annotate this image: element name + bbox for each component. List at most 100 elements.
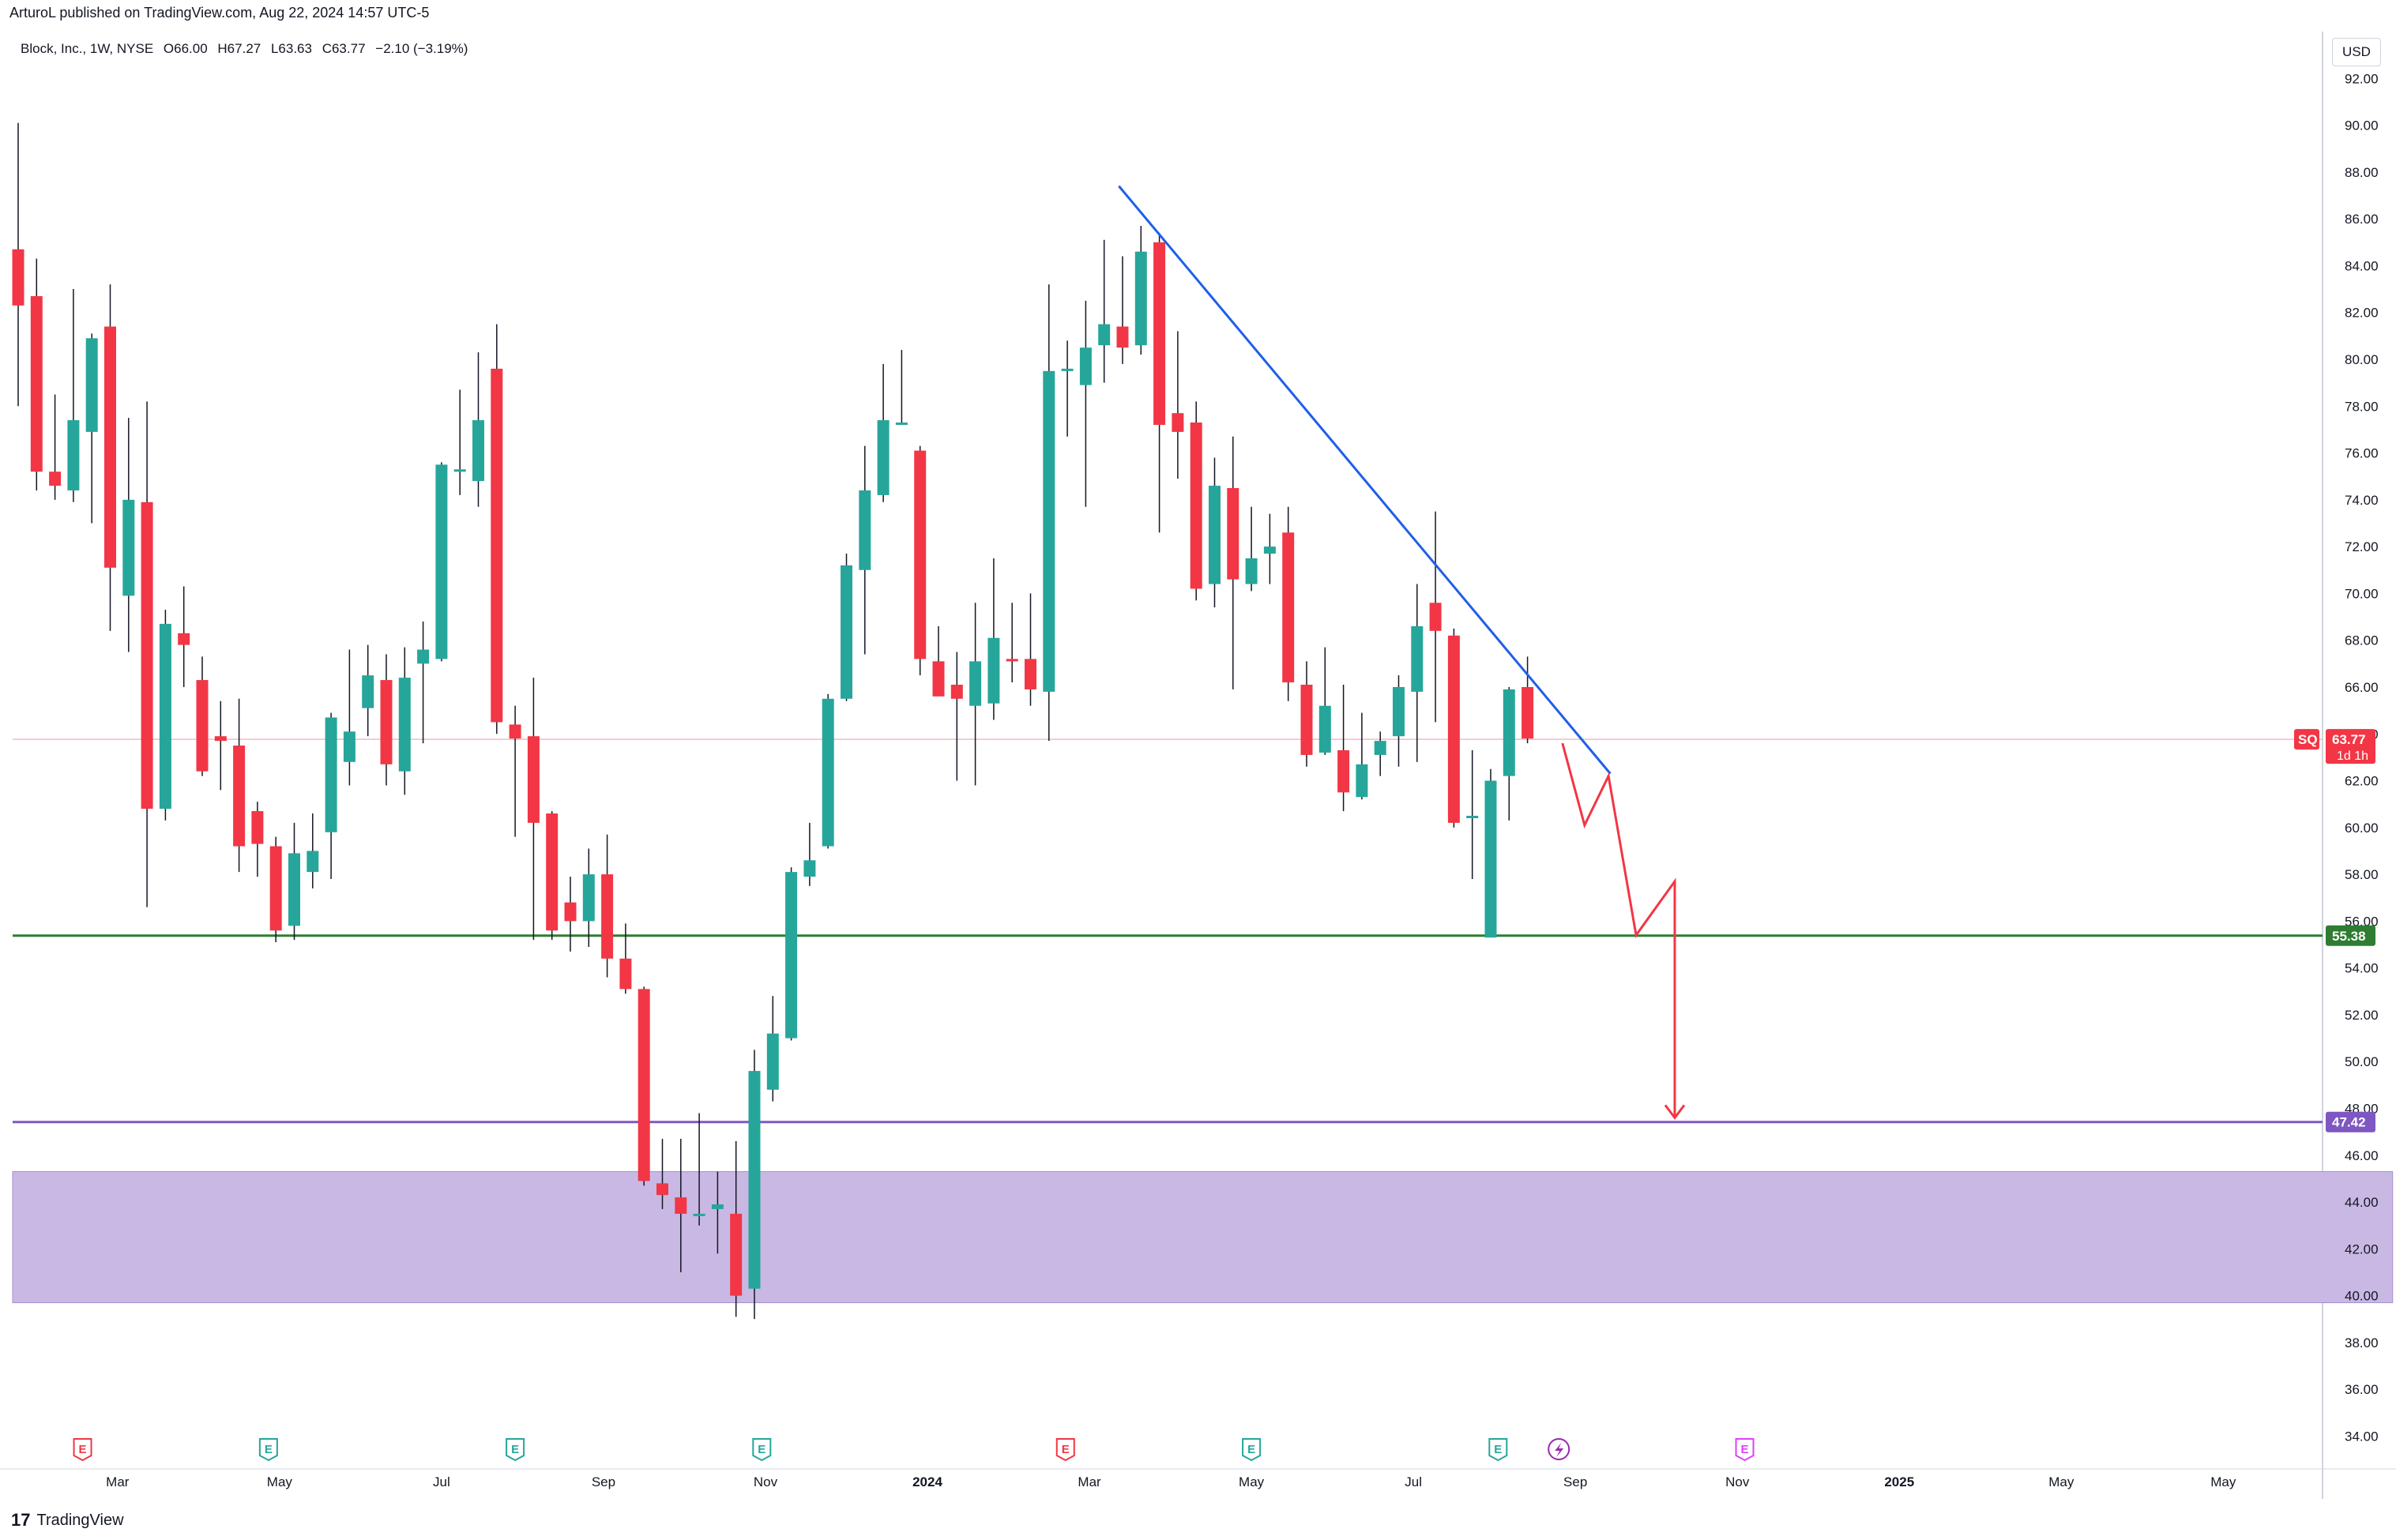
earnings-event-icon[interactable]: E [752,1438,772,1462]
candle[interactable] [233,698,246,873]
candle[interactable] [638,986,650,1186]
candle[interactable] [1484,768,1497,938]
candle[interactable] [178,586,190,687]
candle[interactable] [877,363,890,502]
candle[interactable] [307,813,319,888]
candle[interactable] [362,644,374,737]
last-price-tag[interactable]: SQ 63.77 1d 1h [2294,729,2375,764]
candle[interactable] [288,822,300,941]
candle[interactable] [1134,226,1147,355]
candle[interactable] [1521,656,1534,744]
earnings-event-icon[interactable]: E [258,1438,278,1462]
candle[interactable] [104,284,116,631]
projection-path[interactable] [1561,742,1676,1118]
dividend-icon[interactable] [1548,1438,1570,1460]
candle[interactable] [803,822,816,886]
candle[interactable] [932,625,945,697]
candle[interactable] [914,445,927,676]
candle[interactable] [12,122,24,407]
candle[interactable] [251,802,264,877]
earnings-event-icon[interactable]: E [1735,1438,1755,1462]
candle[interactable] [950,652,963,781]
earnings-event-icon[interactable]: E [1242,1438,1262,1462]
candle[interactable] [1300,661,1313,767]
candle[interactable] [1356,712,1368,800]
candle[interactable] [1098,239,1111,383]
candle[interactable] [1116,256,1129,364]
candle[interactable] [1061,340,1074,437]
candle[interactable] [582,848,595,947]
candle[interactable] [1025,593,1036,706]
candle[interactable] [1043,284,1055,742]
candle[interactable] [472,352,484,507]
candle[interactable] [380,654,393,786]
candle[interactable] [1429,511,1442,723]
earnings-event-icon[interactable]: E [1488,1438,1508,1462]
candle[interactable] [730,1141,743,1317]
earnings-event-icon[interactable]: E [506,1438,525,1462]
candle[interactable] [67,289,80,502]
currency-button[interactable]: USD [2332,38,2381,66]
trendline[interactable] [1118,185,1612,775]
candle[interactable] [527,678,540,941]
candle[interactable] [141,401,153,907]
earnings-event-icon[interactable]: E [1055,1438,1075,1462]
target-price-tag[interactable]: 47.42 [2326,1111,2375,1132]
candle[interactable] [859,445,871,655]
candle[interactable] [85,333,98,524]
candle[interactable] [1227,436,1239,689]
candle[interactable] [693,1113,705,1226]
support-price-tag[interactable]: 55.38 [2326,925,2375,946]
candle[interactable] [656,1139,668,1209]
candle[interactable] [1393,675,1405,767]
candle[interactable] [895,350,908,426]
candle[interactable] [1447,628,1460,828]
candle[interactable] [49,394,62,500]
candle[interactable] [601,834,614,978]
legend-symbol[interactable]: Block, Inc., 1W, NYSE [21,41,154,56]
candle[interactable] [343,649,355,786]
candle[interactable] [1190,401,1202,601]
candle[interactable] [196,656,209,776]
candle[interactable] [1153,232,1166,533]
candle[interactable] [159,610,171,821]
candle[interactable] [987,558,1000,720]
candle[interactable] [269,836,282,943]
candle[interactable] [619,923,632,994]
candle[interactable] [417,621,430,744]
earnings-event-icon[interactable]: E [73,1438,92,1462]
candle[interactable] [711,1171,724,1254]
candle[interactable] [1318,647,1331,755]
candle[interactable] [214,701,227,791]
candle[interactable] [841,554,852,701]
candle[interactable] [491,324,503,734]
candle[interactable] [1282,506,1295,701]
candle[interactable] [1374,731,1386,776]
candle[interactable] [30,258,43,490]
target-zone-rect[interactable] [12,1171,2394,1304]
candle[interactable] [325,712,337,880]
candle[interactable] [398,647,411,795]
tradingview-brand[interactable]: 17 TradingView [11,1510,124,1531]
candle[interactable] [546,811,559,941]
candle[interactable] [1172,331,1184,479]
candle[interactable] [1466,750,1479,880]
candle[interactable] [785,867,798,1041]
candle[interactable] [1079,300,1092,507]
candle[interactable] [748,1050,761,1320]
candle[interactable] [766,996,779,1102]
candle[interactable] [1209,457,1221,608]
candle[interactable] [822,693,834,849]
candle[interactable] [453,389,466,495]
candle[interactable] [1263,513,1276,584]
candle[interactable] [969,603,982,786]
candle[interactable] [1006,603,1018,683]
candle[interactable] [564,877,577,952]
candle[interactable] [1245,506,1258,592]
candle[interactable] [509,705,521,837]
candle[interactable] [675,1139,687,1273]
candle[interactable] [122,418,135,652]
candle[interactable] [1411,584,1424,762]
candle[interactable] [1337,685,1350,812]
